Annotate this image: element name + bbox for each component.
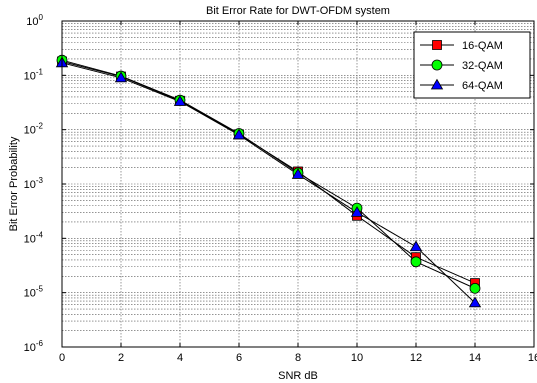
data-point	[411, 257, 421, 267]
y-tick-label: 10-6	[24, 339, 44, 354]
x-tick-label: 6	[236, 352, 242, 364]
y-tick-label: 10-5	[24, 285, 44, 300]
x-tick-label: 8	[295, 352, 301, 364]
y-axis-label: Bit Error Probability	[8, 136, 20, 231]
data-point	[470, 283, 480, 293]
legend-label: 16-QAM	[462, 40, 503, 52]
x-tick-label: 16	[528, 352, 537, 364]
x-tick-label: 2	[118, 352, 124, 364]
legend: 16-QAM 32-QAM 64-QAM	[414, 32, 530, 98]
legend-marker	[433, 41, 442, 50]
x-tick-label: 4	[177, 352, 183, 364]
legend-label: 32-QAM	[462, 60, 503, 72]
y-tick-label: 10-1	[24, 67, 44, 82]
y-tick-label: 10-3	[24, 176, 44, 191]
legend-label: 64-QAM	[462, 80, 503, 92]
y-tick-label: 100	[26, 13, 43, 28]
legend-marker	[432, 60, 442, 70]
y-tick-label: 10-2	[24, 122, 44, 137]
x-axis-label: SNR dB	[278, 370, 318, 382]
x-tick-label: 0	[59, 352, 65, 364]
x-tick-label: 12	[410, 352, 422, 364]
y-tick-label: 10-4	[24, 230, 44, 245]
x-tick-label: 10	[351, 352, 363, 364]
chart-title: Bit Error Rate for DWT-OFDM system	[206, 5, 390, 17]
x-tick-label: 14	[469, 352, 481, 364]
